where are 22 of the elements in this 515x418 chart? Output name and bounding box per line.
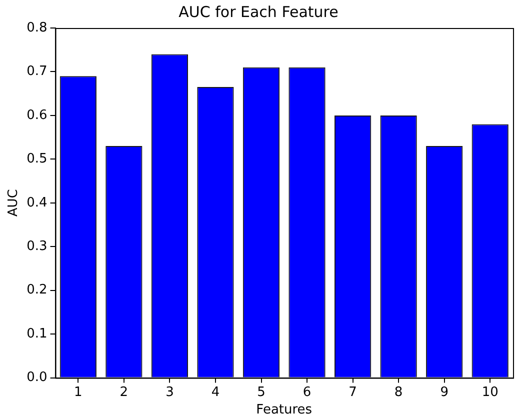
x-axis-title: Features [256,402,312,418]
y-axis-title: AUC [6,189,22,217]
x-tick-label: 7 [348,384,357,400]
x-tick-label: 1 [74,384,82,400]
y-tick-label: 0.4 [26,195,48,210]
x-tick-label: 4 [211,384,220,400]
y-tick-label: 0.0 [26,370,48,386]
y-tick-label: 0.2 [26,282,48,298]
y-tick-label: 0.8 [26,20,48,36]
x-tick-label: 9 [440,384,448,400]
x-tick-label: 3 [166,384,174,400]
chart-title: AUC for Each Feature [178,2,338,21]
x-tick-label: 2 [120,384,128,400]
y-tick-label: 0.3 [26,239,48,254]
x-tick-label: 6 [302,384,312,400]
y-tick-label: 0.5 [26,152,48,167]
y-tick-label: 0.7 [26,64,48,80]
x-tick-label: 10 [482,384,498,400]
y-tick-label: 0.6 [26,108,48,123]
x-tick-label: 8 [394,384,403,400]
x-tick-label: 5 [257,384,266,400]
y-tick-label: 0.1 [26,326,48,342]
